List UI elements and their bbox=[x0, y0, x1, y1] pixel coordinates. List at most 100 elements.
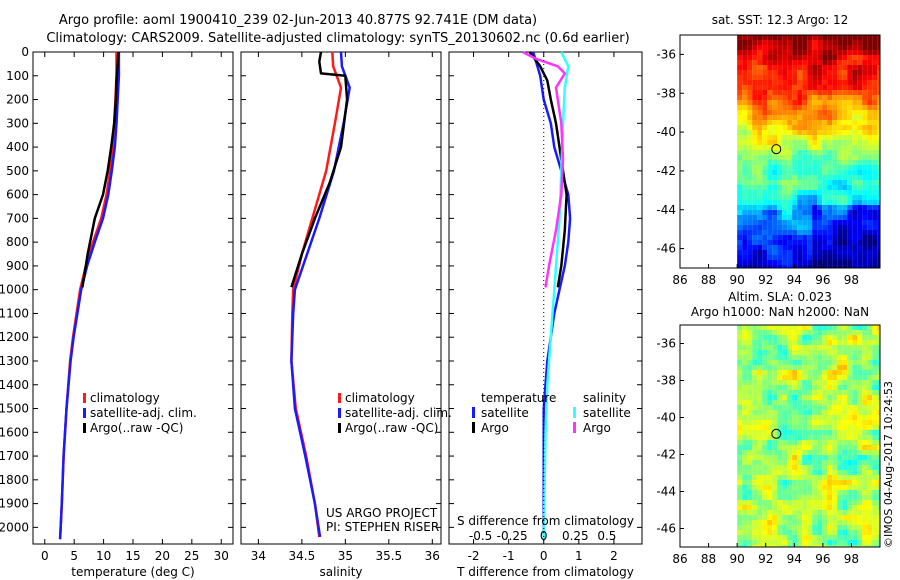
sla_map-cell bbox=[742, 340, 748, 345]
sst_map-cell bbox=[787, 255, 793, 260]
sla_map-cell bbox=[747, 400, 753, 405]
sla_map-cell bbox=[792, 510, 798, 515]
sst_map-cell bbox=[797, 110, 803, 115]
sst_map-cell bbox=[752, 135, 758, 140]
sla_map-cell bbox=[877, 460, 880, 465]
sla_map-cell bbox=[827, 395, 833, 400]
sla_map-cell bbox=[852, 460, 858, 465]
sst_map-cell bbox=[767, 215, 773, 220]
sst_map-cell bbox=[752, 175, 758, 180]
sst_map-cell bbox=[872, 225, 878, 230]
sla_map-cell bbox=[747, 480, 753, 485]
temperature-ytick-label: 1800 bbox=[0, 473, 29, 487]
sla_map-cell bbox=[872, 470, 878, 475]
sst_map-cell bbox=[822, 60, 828, 65]
sst_map-cell bbox=[762, 180, 768, 185]
sla_map-cell bbox=[752, 405, 758, 410]
sla_map-cell bbox=[742, 355, 748, 360]
sla_map-cell bbox=[787, 400, 793, 405]
sla_map-cell bbox=[877, 365, 880, 370]
sst_map-cell bbox=[847, 180, 853, 185]
sla_map-cell bbox=[847, 510, 853, 515]
sla_map-cell bbox=[822, 455, 828, 460]
sla_map-cell bbox=[747, 440, 753, 445]
diff-legend-swatch-t-satellite bbox=[472, 407, 475, 418]
sla_map-cell bbox=[852, 390, 858, 395]
sst_map-cell bbox=[847, 260, 853, 265]
sst_map-cell bbox=[787, 260, 793, 265]
sst_map-cell bbox=[787, 95, 793, 100]
sst_map-cell bbox=[777, 215, 783, 220]
sla_map-cell bbox=[867, 360, 873, 365]
sst_map-cell bbox=[772, 170, 778, 175]
sst_map-cell bbox=[832, 80, 838, 85]
sst_map-cell bbox=[737, 100, 743, 105]
sla_map-cell bbox=[862, 540, 868, 545]
sla_map-cell bbox=[867, 420, 873, 425]
sla_map-cell bbox=[767, 515, 773, 520]
sst_map-cell bbox=[807, 45, 813, 50]
sla_map-cell bbox=[822, 515, 828, 520]
sst_map-cell bbox=[812, 220, 818, 225]
sst_map-cell bbox=[782, 60, 788, 65]
sst_map-cell bbox=[857, 190, 863, 195]
sst_map-cell bbox=[842, 205, 848, 210]
sla_map-cell bbox=[817, 500, 823, 505]
sla_map-cell bbox=[862, 410, 868, 415]
sla_map-cell bbox=[782, 475, 788, 480]
sst_map-cell bbox=[842, 95, 848, 100]
sla_map-cell bbox=[742, 460, 748, 465]
sst_map-cell bbox=[772, 95, 778, 100]
sst_map-cell bbox=[767, 210, 773, 215]
sst_map-cell bbox=[762, 115, 768, 120]
sla_map-cell bbox=[817, 370, 823, 375]
salinity-xtick-label: 35.5 bbox=[375, 549, 402, 563]
sst_map-cell bbox=[792, 85, 798, 90]
sla_map-cell bbox=[742, 410, 748, 415]
sla_map-cell bbox=[852, 480, 858, 485]
sst_map-cell bbox=[787, 100, 793, 105]
sst_map-cell bbox=[837, 45, 843, 50]
sst_map-cell bbox=[777, 170, 783, 175]
temperature-series-satellite bbox=[58, 52, 121, 540]
sst_map-cell bbox=[757, 165, 763, 170]
sla_map-cell bbox=[877, 430, 880, 435]
diff-legend-s-satellite: satellite bbox=[583, 406, 631, 420]
sst_map-cell bbox=[742, 195, 748, 200]
sst_map-cell bbox=[767, 50, 773, 55]
sst_map-cell bbox=[782, 105, 788, 110]
sst_map-cell bbox=[827, 255, 833, 260]
sla_map-cell bbox=[782, 395, 788, 400]
diff-legend-header-salinity: salinity bbox=[583, 391, 626, 405]
sla_map-cell bbox=[877, 375, 880, 380]
sst_map-cell bbox=[747, 140, 753, 145]
sla_map-cell bbox=[757, 355, 763, 360]
sla_map-cell bbox=[797, 520, 803, 525]
sla_map-cell bbox=[847, 480, 853, 485]
sst_map-cell bbox=[842, 190, 848, 195]
sst_map-cell bbox=[782, 240, 788, 245]
sla_map-cell bbox=[857, 450, 863, 455]
sst_map-cell bbox=[792, 125, 798, 130]
temperature-ytick-label: 1700 bbox=[0, 449, 29, 463]
sla_map-cell bbox=[862, 355, 868, 360]
sst_map-cell bbox=[747, 120, 753, 125]
salinity-xtick-label: 35 bbox=[338, 549, 353, 563]
sla_map-cell bbox=[822, 405, 828, 410]
sla_map-cell bbox=[797, 395, 803, 400]
sla_map-cell bbox=[827, 435, 833, 440]
sst_map-cell bbox=[832, 215, 838, 220]
sla_map-cell bbox=[747, 500, 753, 505]
sst_map-cell bbox=[757, 205, 763, 210]
sst_map-cell bbox=[847, 40, 853, 45]
sst_map-cell bbox=[792, 90, 798, 95]
sla_map-cell bbox=[822, 480, 828, 485]
sst_map-cell bbox=[782, 235, 788, 240]
sst_map-ytick-label: -42 bbox=[656, 164, 676, 178]
sla_map-cell bbox=[842, 505, 848, 510]
sla_map-cell bbox=[842, 440, 848, 445]
sla_map-cell bbox=[862, 380, 868, 385]
sla_map-cell bbox=[782, 430, 788, 435]
sla_map-cell bbox=[822, 510, 828, 515]
sla_map-cell bbox=[807, 415, 813, 420]
